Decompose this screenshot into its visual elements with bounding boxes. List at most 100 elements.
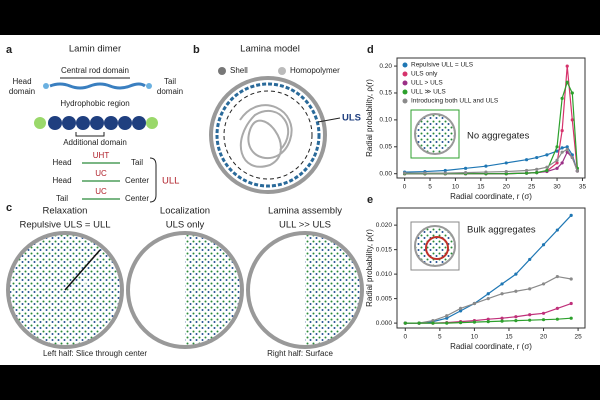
y-tick-label: 0.00 xyxy=(379,170,392,177)
x-tick-label: 35 xyxy=(579,184,587,191)
annotation: Bulk aggregates xyxy=(467,225,536,236)
plot-frame xyxy=(396,207,586,329)
y-tick-label: 0.005 xyxy=(376,295,393,302)
point xyxy=(445,314,449,318)
point xyxy=(500,282,504,286)
y-tick-label: 0.10 xyxy=(379,117,392,124)
y-axis-label: Radial probability, ρ(r) xyxy=(365,229,374,307)
y-tick-label: 0.000 xyxy=(376,320,393,327)
panel-title: Lamina assembly xyxy=(268,206,342,217)
x-tick-label: 25 xyxy=(574,334,582,341)
point xyxy=(463,171,468,175)
note: Right half: Surface xyxy=(267,349,333,358)
point xyxy=(555,166,559,170)
y-tick-label: 0.05 xyxy=(379,144,392,151)
y-tick-label: 0.020 xyxy=(376,222,393,229)
point xyxy=(555,306,559,311)
x-tick-label: 15 xyxy=(477,184,485,191)
panel-label: d xyxy=(367,44,374,56)
point xyxy=(463,166,468,170)
point xyxy=(570,118,574,122)
point xyxy=(555,274,559,279)
panel-label: e xyxy=(367,194,373,206)
label: domain xyxy=(9,87,35,96)
point xyxy=(524,158,529,162)
point xyxy=(560,146,564,150)
point xyxy=(458,309,463,313)
shell xyxy=(209,76,327,194)
label: UHT xyxy=(93,151,110,160)
point xyxy=(403,171,407,175)
point xyxy=(484,164,488,168)
panel-title: Localization xyxy=(160,206,210,217)
point xyxy=(472,320,477,324)
point xyxy=(431,319,435,323)
point xyxy=(528,287,532,291)
legend-marker xyxy=(218,67,226,75)
point xyxy=(535,171,539,175)
tail xyxy=(146,83,152,89)
snapshot xyxy=(246,231,364,349)
y-tick-label: 0.15 xyxy=(379,90,392,97)
highlight xyxy=(425,236,449,260)
snapshot xyxy=(305,233,362,347)
lamina xyxy=(215,82,321,188)
point xyxy=(541,311,546,315)
point xyxy=(545,168,549,173)
point xyxy=(524,171,529,175)
point xyxy=(500,292,504,296)
label: ULL xyxy=(162,176,179,187)
label: domain xyxy=(157,87,183,96)
point xyxy=(403,321,407,325)
legend-marker xyxy=(278,67,286,75)
point xyxy=(560,161,564,165)
label: Head xyxy=(52,176,71,185)
point xyxy=(555,149,559,153)
boundary xyxy=(223,90,313,180)
label: Tail xyxy=(56,194,68,203)
point xyxy=(560,129,564,133)
label: R xyxy=(84,277,91,288)
point xyxy=(445,321,449,325)
inset-snapshot xyxy=(414,225,456,267)
x-tick-label: 30 xyxy=(553,184,561,191)
legend-label: Shell xyxy=(230,66,248,75)
point xyxy=(545,153,549,157)
panel-title: Lamina model xyxy=(240,44,300,55)
point xyxy=(458,321,463,325)
head xyxy=(43,83,49,89)
radius-arrow xyxy=(64,249,101,291)
snapshot xyxy=(185,233,242,347)
arrows xyxy=(82,162,120,200)
panel-subtitle: Repulsive ULS = ULL xyxy=(19,220,110,231)
homopolymer xyxy=(239,104,293,168)
point xyxy=(514,319,518,323)
point xyxy=(535,167,539,171)
x-tick-label: 0 xyxy=(403,334,407,341)
point xyxy=(443,171,447,175)
panel-subtitle: ULL >> ULS xyxy=(279,220,331,231)
panel-c: c R Left half: Slice through center Righ… xyxy=(6,202,364,358)
point xyxy=(484,170,488,174)
inset-snapshot xyxy=(414,113,456,155)
panel-label: b xyxy=(193,44,200,56)
legend-label: Introducing both ULL and ULS xyxy=(411,98,499,105)
label: Center xyxy=(125,176,149,185)
label: UC xyxy=(95,169,107,178)
point xyxy=(541,282,546,286)
label: Additional domain xyxy=(63,138,127,147)
point xyxy=(445,316,449,320)
bracket xyxy=(149,157,157,203)
point xyxy=(569,213,573,217)
x-tick-label: 20 xyxy=(503,184,511,191)
panel-title: Lamin dimer xyxy=(69,44,121,55)
point xyxy=(555,161,559,165)
rod xyxy=(49,82,146,90)
point xyxy=(528,318,532,322)
point xyxy=(569,301,573,306)
x-tick-label: 25 xyxy=(528,184,536,191)
label: Tail xyxy=(131,158,143,167)
point xyxy=(486,317,490,321)
point xyxy=(486,292,490,296)
